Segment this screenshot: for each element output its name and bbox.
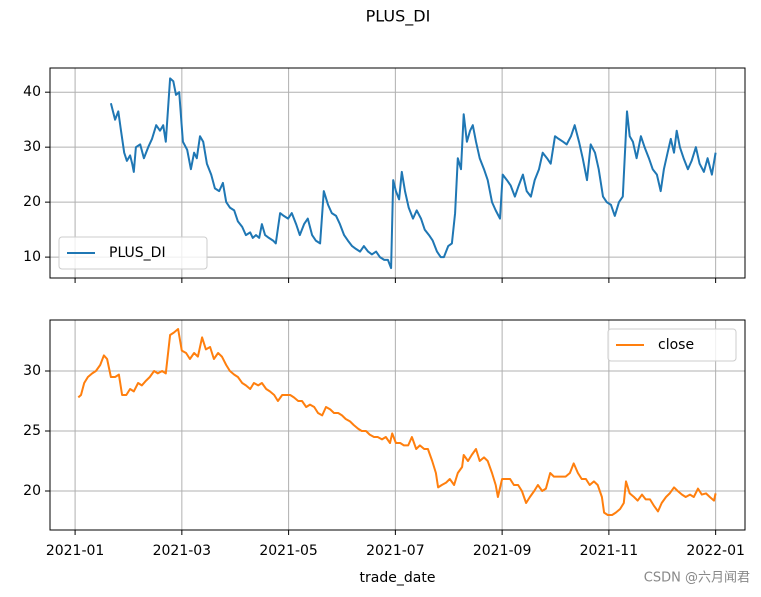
y-tick-label: 20 (23, 194, 41, 210)
y-tick-label: 25 (23, 423, 41, 439)
data-line (109, 77, 717, 270)
y-tick-label: 30 (23, 139, 41, 155)
axes-frame (49, 319, 746, 531)
x-tick-label: 2022-01 (686, 543, 745, 559)
x-axis-label: trade_date (360, 570, 436, 586)
y-tick-label: 30 (23, 363, 41, 379)
x-tick-label: 2021-11 (580, 543, 639, 559)
x-tick-label: 2021-09 (473, 543, 532, 559)
data-line (77, 328, 717, 516)
legend-box (607, 328, 737, 362)
y-tick-label: 20 (23, 483, 41, 499)
x-tick-label: 2021-03 (153, 543, 212, 559)
x-tick-label: 2021-07 (366, 543, 425, 559)
legend-box (58, 236, 208, 270)
y-tick-label: 40 (23, 84, 41, 100)
legend-label: PLUS_DI (109, 245, 166, 261)
axes-frame (49, 67, 746, 279)
x-tick-label: 2021-05 (259, 543, 318, 559)
watermark: CSDN @六月闻君 (644, 571, 750, 586)
legend-label: close (658, 337, 694, 353)
y-tick-label: 10 (23, 249, 41, 265)
x-tick-label: 2021-01 (46, 543, 105, 559)
figure-title: PLUS_DI (366, 7, 431, 27)
